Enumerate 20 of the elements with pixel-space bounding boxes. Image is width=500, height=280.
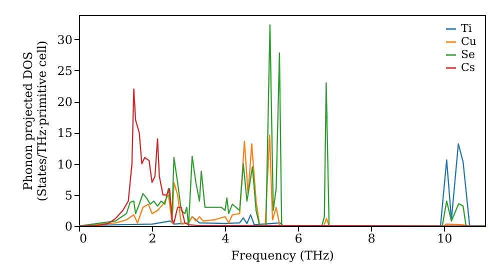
y-tick-label: 25: [57, 64, 72, 78]
x-tick-label: 10: [436, 232, 452, 246]
y-tick-label: 15: [57, 126, 72, 140]
x-tick-label: 8: [368, 232, 376, 246]
x-tick-label: 4: [222, 232, 230, 246]
x-tick-label: 2: [148, 232, 156, 246]
legend-label: Cu: [461, 35, 477, 48]
y-tick-label: 10: [57, 157, 72, 172]
y-tick-label: 20: [57, 95, 72, 110]
y-tick-label: 30: [57, 32, 72, 47]
x-axis-title: Frequency (THz): [231, 248, 334, 262]
y-axis-title: Phonon projected DOS (States/THz·primitive cell): [21, 40, 50, 202]
legend-label: Ti: [461, 22, 472, 35]
line-series: [79, 88, 485, 226]
x-tick-label: 0: [80, 232, 88, 246]
legend-label: Cs: [461, 61, 476, 74]
x-tick-label: 6: [294, 232, 302, 246]
legend-label: Se: [461, 48, 476, 61]
y-tick-label: 0: [64, 220, 72, 234]
y-tick-label: 5: [64, 188, 72, 202]
